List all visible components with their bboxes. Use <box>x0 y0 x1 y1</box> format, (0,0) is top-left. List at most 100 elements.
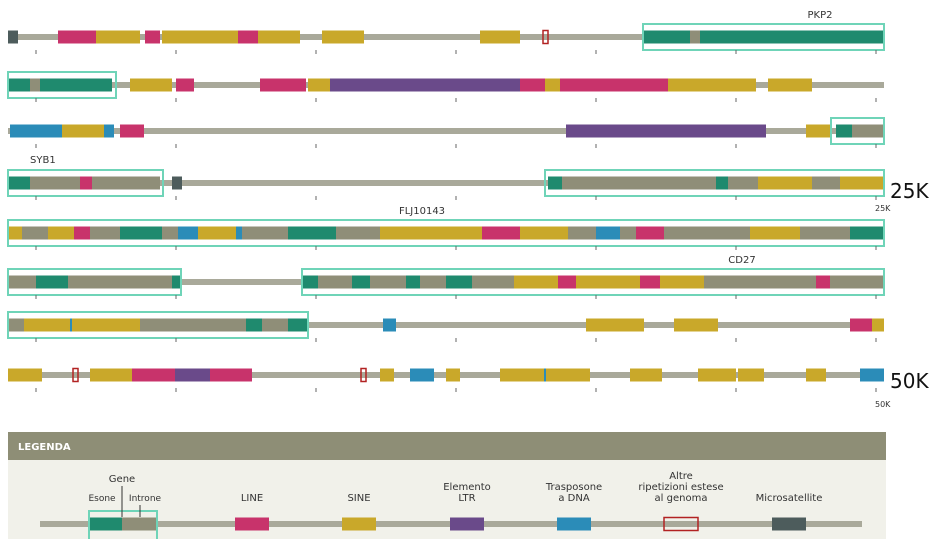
sine-element <box>586 318 644 332</box>
dna-transposon <box>544 368 546 382</box>
dna-transposon <box>236 226 242 240</box>
line-element <box>260 78 306 92</box>
position-marker: 50K <box>890 369 929 393</box>
sine-element <box>546 368 590 382</box>
sine-element <box>446 368 460 382</box>
legend-label: LTR <box>458 493 475 504</box>
microsatellite <box>772 517 806 531</box>
sine-element <box>840 176 884 190</box>
legend-intron: Introne <box>129 494 162 504</box>
line-element <box>816 275 830 289</box>
line-element <box>640 275 660 289</box>
gene-box <box>642 23 885 51</box>
sine-element <box>674 318 718 332</box>
dna-transposon <box>410 368 434 382</box>
intron <box>852 124 884 138</box>
intron <box>664 226 750 240</box>
sine-element <box>520 226 568 240</box>
sine-element <box>308 78 330 92</box>
ltr-element <box>330 78 520 92</box>
sine-element <box>130 78 172 92</box>
sine-element <box>380 226 396 240</box>
exon <box>246 318 262 332</box>
chromosome-line <box>8 128 884 134</box>
gene-box <box>88 510 158 539</box>
sine-element <box>162 30 238 44</box>
sine-element <box>198 226 236 240</box>
exon <box>8 78 30 92</box>
intron <box>568 226 596 240</box>
sine-element <box>48 226 74 240</box>
intron <box>140 318 246 332</box>
intron <box>690 30 700 44</box>
exon <box>172 275 181 289</box>
gene-label: FLJ10143 <box>399 206 445 217</box>
exon <box>406 275 420 289</box>
sine-element <box>480 30 520 44</box>
intron <box>370 275 406 289</box>
intron <box>812 176 840 190</box>
dna-transposon <box>70 318 72 332</box>
exon <box>644 30 690 44</box>
dna-transposon <box>10 124 62 138</box>
other-repeat <box>663 516 699 532</box>
legend-label: SINE <box>347 493 370 504</box>
other-repeat <box>360 367 367 383</box>
exon <box>302 275 318 289</box>
gene-label: PKP2 <box>808 10 833 21</box>
ltr-element <box>450 517 484 531</box>
sine-element <box>514 275 558 289</box>
sine-element <box>750 226 800 240</box>
gene-box <box>7 268 182 296</box>
position-marker-small: 50K <box>875 400 891 409</box>
dna-transposon <box>104 124 114 138</box>
exon <box>446 275 472 289</box>
line-element <box>636 226 664 240</box>
gene-box <box>544 169 885 197</box>
legend-label: a DNA <box>558 493 589 504</box>
line-element <box>145 30 160 44</box>
sine-element <box>712 78 756 92</box>
intron <box>318 275 352 289</box>
dna-transposon <box>383 318 396 332</box>
exon <box>716 176 728 190</box>
sine-element <box>500 368 544 382</box>
dna-transposon <box>178 226 198 240</box>
intron <box>728 176 758 190</box>
sine-element <box>90 368 132 382</box>
intron <box>30 78 40 92</box>
exon <box>120 226 162 240</box>
sine-element <box>738 368 764 382</box>
line-element <box>560 78 668 92</box>
gene-label: CD27 <box>728 255 755 266</box>
other-repeat <box>542 29 549 45</box>
exon <box>40 78 112 92</box>
line-element <box>132 368 175 382</box>
sine-element <box>806 368 826 382</box>
microsatellite <box>172 176 182 190</box>
intron <box>22 226 48 240</box>
legend-label: al genoma <box>655 493 708 504</box>
legend-gene: Gene <box>109 474 135 485</box>
exon <box>836 124 852 138</box>
intron <box>620 226 636 240</box>
exon <box>352 275 370 289</box>
line-element <box>520 78 545 92</box>
gene-box <box>7 71 117 99</box>
intron <box>162 226 178 240</box>
position-marker-small: 25K <box>875 204 891 213</box>
gene-box <box>830 117 885 145</box>
exon <box>700 30 884 44</box>
sine-element <box>806 124 830 138</box>
other-repeat <box>72 367 79 383</box>
legend-label: ripetizioni estese <box>638 482 723 493</box>
sine-element <box>24 318 70 332</box>
microsatellite <box>8 30 18 44</box>
legend-label: LINE <box>241 493 263 504</box>
exon <box>89 517 122 531</box>
line-element <box>235 517 269 531</box>
sine-element <box>322 30 364 44</box>
intron <box>262 318 288 332</box>
intron <box>68 275 172 289</box>
gene-box <box>7 169 164 197</box>
